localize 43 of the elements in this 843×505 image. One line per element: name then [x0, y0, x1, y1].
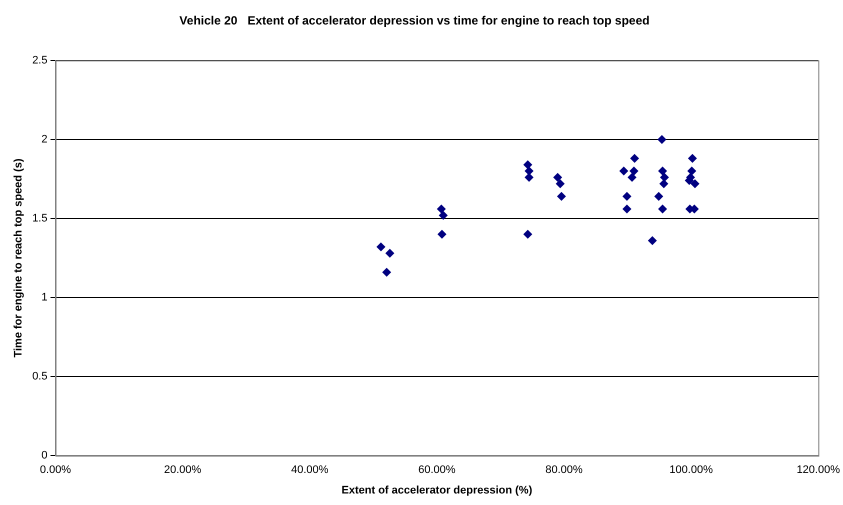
point: [659, 179, 668, 188]
y-tick-label: 1: [41, 292, 48, 304]
point: [687, 166, 696, 176]
y-tick-label: 2: [41, 133, 48, 146]
point: [657, 134, 666, 144]
x-tick-label: 40.00%: [291, 464, 329, 476]
point: [622, 192, 632, 201]
y-tick-label: 1.5: [32, 212, 48, 225]
point: [553, 172, 562, 182]
point: [382, 268, 392, 277]
point: [654, 192, 664, 201]
point: [376, 242, 386, 252]
y-tick-label: 2.5: [32, 54, 48, 66]
point: [436, 204, 446, 214]
point: [658, 166, 668, 176]
point: [660, 172, 669, 182]
point: [385, 248, 394, 258]
x-tick-label: 20.00%: [164, 464, 202, 476]
y-tick-label: 0: [41, 450, 48, 462]
point: [523, 160, 532, 170]
y-tick-label: 0.5: [32, 370, 48, 383]
point: [628, 172, 637, 182]
x-tick-label: 120.00%: [796, 464, 840, 476]
x-tick-label: 0.00%: [40, 464, 72, 476]
y-axis-title: Time for engine to reach top speed (s): [12, 158, 25, 358]
point: [438, 210, 448, 220]
point: [523, 230, 532, 239]
point: [630, 154, 640, 163]
point: [556, 192, 566, 201]
x-tick-label: 100.00%: [669, 464, 714, 476]
point: [437, 230, 446, 239]
chart-title: Vehicle 20 Extent of accelerator depression vs time for engine to reach top speed: [179, 14, 650, 28]
point: [619, 166, 628, 176]
point: [688, 154, 697, 163]
point: [622, 204, 632, 214]
x-tick-label: 60.00%: [418, 464, 456, 476]
x-tick-label: 80.00%: [545, 464, 583, 476]
point: [629, 166, 638, 176]
point: [690, 179, 700, 188]
x-axis-title: Extent of accelerator depression (%): [342, 484, 533, 496]
point: [658, 204, 668, 214]
point: [556, 179, 565, 188]
point: [648, 236, 657, 246]
